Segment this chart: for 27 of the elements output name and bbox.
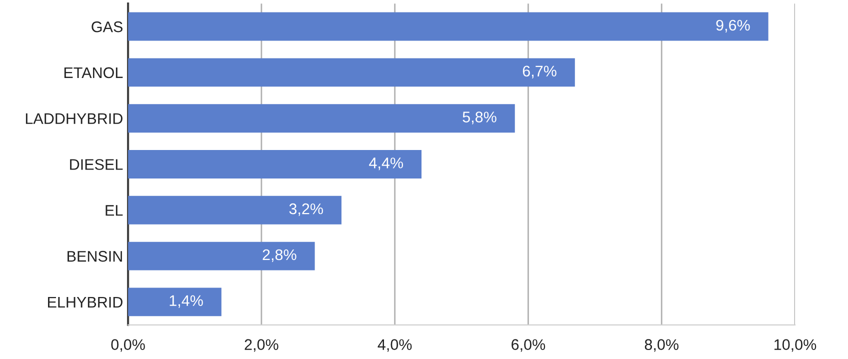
data-label: 6,7%: [522, 66, 556, 78]
data-label: 9,6%: [716, 20, 750, 32]
bar: [128, 150, 422, 178]
y-tick-label: ELHYBRID: [48, 296, 122, 308]
y-tick-label: DIESEL: [70, 159, 123, 170]
y-tick-label: BENSIN: [68, 250, 122, 262]
x-tick-label: 0,0%: [111, 339, 145, 352]
y-tick-label: LADDHYBRID: [26, 113, 122, 124]
data-label: 3,2%: [289, 203, 323, 216]
bar: [128, 104, 515, 133]
x-tick-label: 2,0%: [244, 339, 278, 352]
bar: [128, 242, 315, 270]
x-tick-label: 8,0%: [644, 339, 678, 352]
bar: [128, 288, 222, 316]
data-label: 4,4%: [369, 158, 404, 170]
bar: [128, 58, 575, 87]
y-tick-label: ETANOL: [64, 67, 123, 78]
bar: [128, 12, 768, 41]
data-label: 2,8%: [262, 249, 296, 262]
y-tick-label: GAS: [92, 21, 122, 32]
x-tick-label: 6,0%: [512, 339, 546, 352]
data-label: 5,8%: [462, 112, 496, 124]
data-label: 1,4%: [170, 295, 203, 308]
y-tick-label: EL: [106, 205, 123, 216]
x-tick-label: 4,0%: [378, 339, 412, 352]
bar: [128, 196, 342, 224]
x-tick-label: 10,0%: [774, 339, 816, 352]
